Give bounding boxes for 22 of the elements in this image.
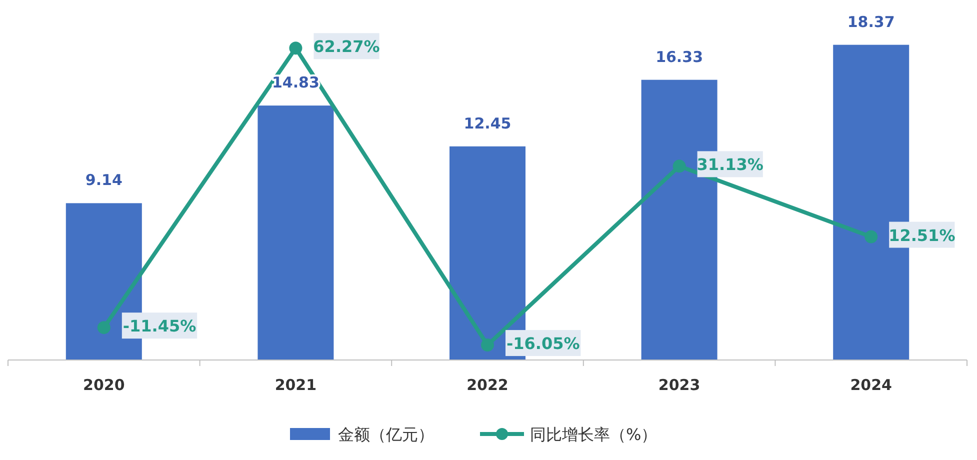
data-label: 12.45 [464,114,512,132]
legend-label: 同比增长率（%） [530,425,658,444]
data-label: -16.05% [506,334,580,354]
bar [258,106,334,360]
point [864,230,878,244]
point [481,338,494,352]
x-tick-label: 2020 [83,376,125,394]
data-label: 18.37 [847,12,895,31]
legend-label: 金额（亿元） [338,425,434,444]
x-tick-label: 2021 [274,376,317,394]
data-label: 9.14 [85,171,122,190]
data-label: 62.27% [313,37,380,56]
x-tick-label: 2022 [466,376,508,394]
data-label: 12.51% [888,226,956,245]
data-label: 31.13% [696,155,764,174]
point [97,321,110,334]
point [289,42,302,55]
x-tick-label: 2024 [850,376,892,394]
data-label: 16.33 [656,48,704,66]
x-tick-label: 2023 [658,376,700,394]
point [672,160,686,173]
data-label: -11.45% [122,316,196,336]
